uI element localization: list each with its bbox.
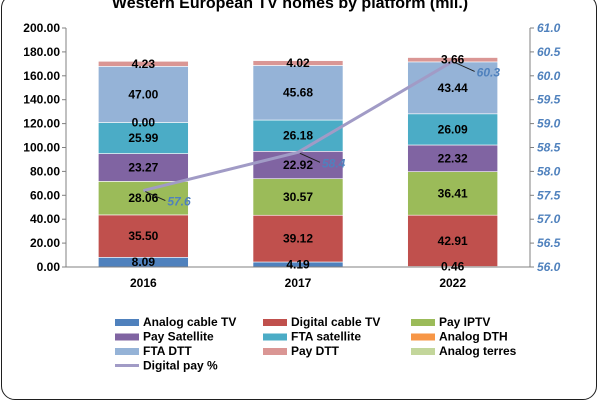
chart-title: Western European TV homes by platform (m… bbox=[112, 0, 468, 12]
y-tick-label: 80.00 bbox=[30, 164, 60, 178]
bar-pay-dtt-2016 bbox=[98, 60, 189, 67]
data-label: 22.92 bbox=[283, 158, 313, 172]
y2-tick-label: 59.5 bbox=[537, 93, 561, 107]
y-tick-label: 140.00 bbox=[23, 93, 60, 107]
bar-pay-satellite-2022 bbox=[407, 144, 498, 172]
x-tick-label: 2016 bbox=[130, 276, 157, 290]
data-label: 36.41 bbox=[438, 186, 468, 200]
line-data-label: 57.6 bbox=[167, 195, 191, 209]
bar-pay-dtt-2017 bbox=[252, 60, 344, 66]
legend-swatch bbox=[115, 333, 139, 341]
legend-swatch bbox=[263, 319, 287, 326]
bar-fta-satellite-2016 bbox=[98, 122, 189, 154]
data-label: 0.00 bbox=[132, 116, 156, 130]
legend-label: Analog DTH bbox=[439, 330, 508, 344]
line-label-leader bbox=[454, 62, 475, 72]
y2-tick-label: 57.0 bbox=[537, 212, 561, 226]
legend-label: FTA satellite bbox=[291, 330, 361, 344]
legend-swatch bbox=[411, 333, 435, 341]
data-labels-layer: 8.09 35.50 28.06 23.27 25.990.00 47.00 4.23 4.1… bbox=[128, 53, 468, 274]
bar-pay-iptv-2022 bbox=[407, 171, 498, 216]
data-label: 26.18 bbox=[283, 129, 313, 143]
bars-layer bbox=[98, 57, 498, 268]
bar-pay-iptv-2017 bbox=[252, 178, 344, 216]
bar-pay-satellite-2016 bbox=[98, 153, 189, 182]
legend-label: Pay Satellite bbox=[143, 330, 214, 344]
y2-tick-label: 60.0 bbox=[537, 69, 561, 83]
legend-swatch bbox=[411, 319, 435, 326]
axes-layer: 2016 2017 2022 0.00 20.00 40.00 60.00 80.00 100.… bbox=[23, 21, 560, 290]
y-tick-label: 60.00 bbox=[30, 188, 60, 202]
legend-label: Digital pay % bbox=[143, 359, 218, 373]
data-label: 8.09 bbox=[132, 255, 156, 269]
line-layer: 57.6 58.4 60.3 bbox=[142, 60, 501, 209]
x-tick-label: 2022 bbox=[439, 276, 466, 290]
y2-tick-label: 58.0 bbox=[537, 164, 561, 178]
bar-fta-satellite-2022 bbox=[407, 113, 498, 146]
legend-swatch bbox=[115, 319, 139, 326]
x-tick-label: 2017 bbox=[285, 276, 312, 290]
y2-tick-label: 59.0 bbox=[537, 117, 561, 131]
data-label: 30.57 bbox=[283, 190, 313, 204]
data-label: 4.19 bbox=[286, 257, 310, 271]
bar-fta-dtt-2017 bbox=[252, 65, 344, 121]
legend-label: Digital cable TV bbox=[291, 315, 380, 329]
legend-label: FTA DTT bbox=[143, 344, 192, 358]
legend: Analog cable TV Digital cable TV Pay IPTV P… bbox=[115, 315, 517, 373]
y-tick-label: 160.00 bbox=[23, 69, 60, 83]
data-label: 3.66 bbox=[441, 53, 465, 67]
legend-swatch bbox=[411, 348, 435, 355]
bar-pay-satellite-2017 bbox=[252, 151, 344, 180]
y2-tick-label: 57.5 bbox=[537, 188, 561, 202]
data-label: 26.09 bbox=[438, 122, 468, 136]
legend-swatch bbox=[263, 333, 287, 341]
data-label: 45.68 bbox=[283, 86, 313, 100]
data-label: 25.99 bbox=[128, 131, 158, 145]
legend-label: Analog terres bbox=[439, 344, 517, 358]
legend-label: Analog cable TV bbox=[143, 315, 236, 329]
legend-swatch bbox=[263, 348, 287, 355]
line-label-leader bbox=[299, 152, 321, 163]
y-tick-label: 40.00 bbox=[30, 212, 60, 226]
data-label: 35.50 bbox=[128, 229, 158, 243]
bar-digital-cable-tv-2022 bbox=[407, 214, 498, 267]
data-label: 43.44 bbox=[438, 81, 468, 95]
bar-pay-iptv-2016 bbox=[98, 181, 189, 216]
y2-tick-label: 56.0 bbox=[537, 260, 561, 274]
data-label: 39.12 bbox=[283, 232, 313, 246]
y-tick-label: 180.00 bbox=[23, 45, 60, 59]
legend-swatch bbox=[115, 348, 139, 355]
data-label: 22.32 bbox=[438, 151, 468, 165]
y-tick-label: 100.00 bbox=[23, 141, 60, 155]
y-tick-label: 200.00 bbox=[23, 21, 60, 35]
data-label: 0.46 bbox=[441, 260, 465, 274]
legend-label: Pay IPTV bbox=[439, 315, 490, 329]
bar-digital-cable-tv-2016 bbox=[98, 214, 189, 258]
y2-tick-label: 61.0 bbox=[537, 21, 561, 35]
y2-tick-label: 56.5 bbox=[537, 236, 561, 250]
data-label: 47.00 bbox=[128, 87, 158, 101]
y2-tick-label: 60.5 bbox=[537, 45, 561, 59]
bar-fta-dtt-2022 bbox=[407, 61, 498, 115]
y-tick-label: 20.00 bbox=[30, 236, 60, 250]
legend-label: Pay DTT bbox=[291, 344, 340, 358]
data-label: 4.02 bbox=[286, 56, 310, 70]
data-label: 42.91 bbox=[438, 234, 468, 248]
line-data-label: 60.3 bbox=[477, 65, 501, 79]
series-line-digital-pay bbox=[142, 60, 454, 192]
data-label: 4.23 bbox=[132, 57, 156, 71]
line-label-leader bbox=[145, 191, 166, 201]
bar-fta-dtt-2016 bbox=[98, 66, 189, 123]
y-tick-label: 0.00 bbox=[37, 260, 61, 274]
y-tick-label: 120.00 bbox=[23, 117, 60, 131]
bar-digital-cable-tv-2017 bbox=[252, 214, 344, 263]
y2-tick-label: 58.5 bbox=[537, 141, 561, 155]
data-label: 23.27 bbox=[128, 160, 158, 174]
line-data-label: 58.4 bbox=[322, 156, 346, 170]
data-label: 28.06 bbox=[128, 191, 158, 205]
